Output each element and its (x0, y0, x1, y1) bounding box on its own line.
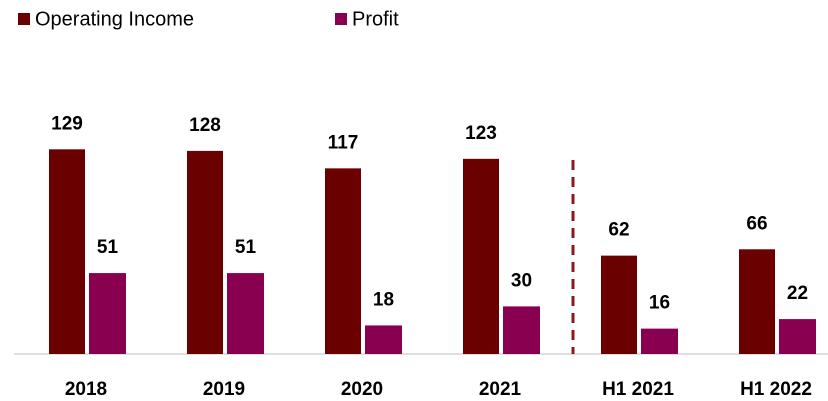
bar (365, 325, 402, 354)
bar (463, 158, 499, 354)
value-label: 128 (189, 115, 221, 136)
value-label: 51 (97, 237, 119, 258)
value-label: 62 (608, 220, 629, 241)
bar (49, 149, 85, 354)
x-tick-label: H1 2021 (602, 379, 674, 400)
value-label: 22 (787, 283, 808, 304)
bar (601, 255, 637, 354)
x-tick-label: 2019 (203, 379, 245, 400)
value-label: 51 (235, 237, 257, 258)
value-label: 117 (328, 132, 359, 153)
legend-label: Operating Income (35, 8, 194, 30)
bar (779, 319, 816, 354)
x-tick-label: 2018 (65, 379, 107, 400)
legend-swatch (335, 13, 347, 25)
value-label: 30 (511, 270, 532, 291)
x-tick-label: 2020 (341, 379, 383, 400)
x-tick-label: 2021 (479, 379, 522, 400)
legend-label: Profit (352, 8, 399, 30)
value-label: 66 (746, 213, 767, 234)
bar (641, 328, 678, 354)
legend-swatch (18, 13, 30, 25)
bar (739, 249, 775, 354)
value-label: 123 (465, 123, 497, 144)
value-label: 129 (51, 113, 83, 134)
bar (187, 150, 223, 354)
value-label: 18 (373, 289, 394, 310)
value-label: 16 (649, 293, 670, 314)
bar (89, 273, 126, 354)
bar (325, 168, 361, 354)
bar (503, 306, 540, 354)
bar (227, 273, 264, 354)
x-tick-label: H1 2022 (740, 379, 812, 400)
